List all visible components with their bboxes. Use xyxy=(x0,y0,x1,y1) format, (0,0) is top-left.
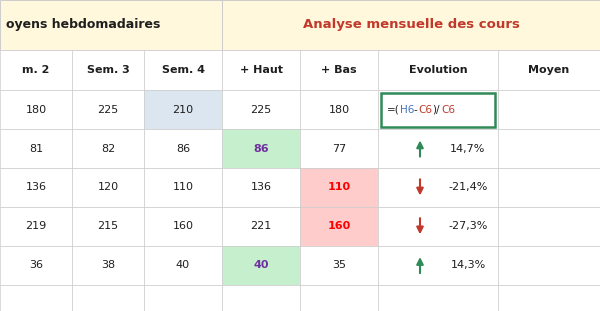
Bar xyxy=(498,168,600,207)
Bar xyxy=(0,50,72,90)
Bar xyxy=(72,129,144,168)
Bar xyxy=(144,207,222,246)
Bar xyxy=(222,207,300,246)
Text: Analyse mensuelle des cours: Analyse mensuelle des cours xyxy=(302,18,520,31)
Text: 225: 225 xyxy=(97,104,119,115)
Bar xyxy=(300,90,378,129)
Bar xyxy=(0,90,72,129)
Bar xyxy=(378,50,498,90)
Bar xyxy=(0,168,72,207)
Bar xyxy=(72,246,144,285)
Bar xyxy=(498,50,600,90)
Text: C6: C6 xyxy=(419,104,433,115)
Text: 40: 40 xyxy=(253,260,269,270)
Bar xyxy=(222,0,600,50)
Bar xyxy=(300,168,378,207)
Text: + Haut: + Haut xyxy=(239,65,283,75)
Bar xyxy=(378,90,498,129)
Text: Moyen: Moyen xyxy=(529,65,569,75)
Bar xyxy=(300,285,378,311)
Text: 36: 36 xyxy=(29,260,43,270)
Bar xyxy=(0,0,222,50)
Bar xyxy=(498,90,600,129)
Bar xyxy=(300,246,378,285)
Text: Sem. 3: Sem. 3 xyxy=(86,65,130,75)
Bar xyxy=(72,90,144,129)
Bar xyxy=(378,246,498,285)
Text: 120: 120 xyxy=(97,182,119,193)
Text: 221: 221 xyxy=(250,221,272,231)
Bar xyxy=(72,50,144,90)
Bar xyxy=(144,129,222,168)
Bar xyxy=(222,90,300,129)
Bar xyxy=(144,90,222,129)
Text: -: - xyxy=(413,104,417,115)
Text: C6: C6 xyxy=(442,104,455,115)
Text: 215: 215 xyxy=(97,221,119,231)
Text: =(: =( xyxy=(387,104,400,115)
Bar xyxy=(222,50,300,90)
Text: 110: 110 xyxy=(173,182,193,193)
Bar xyxy=(381,93,495,127)
Text: 86: 86 xyxy=(253,143,269,154)
Bar xyxy=(378,168,498,207)
Text: Evolution: Evolution xyxy=(409,65,467,75)
Bar xyxy=(0,129,72,168)
Text: m. 2: m. 2 xyxy=(22,65,50,75)
Bar xyxy=(378,129,498,168)
Bar xyxy=(378,285,498,311)
Bar xyxy=(222,285,300,311)
Bar xyxy=(498,285,600,311)
Text: H6: H6 xyxy=(400,104,415,115)
Text: 180: 180 xyxy=(328,104,350,115)
Text: 160: 160 xyxy=(173,221,193,231)
Text: 136: 136 xyxy=(251,182,271,193)
Bar xyxy=(498,129,600,168)
Bar xyxy=(0,246,72,285)
Bar xyxy=(300,50,378,90)
Text: 210: 210 xyxy=(172,104,194,115)
Bar xyxy=(222,168,300,207)
Text: 81: 81 xyxy=(29,143,43,154)
Text: 86: 86 xyxy=(176,143,190,154)
Bar xyxy=(300,207,378,246)
Text: 225: 225 xyxy=(250,104,272,115)
Bar xyxy=(144,285,222,311)
Bar xyxy=(222,129,300,168)
Text: )/: )/ xyxy=(432,104,439,115)
Text: -27,3%: -27,3% xyxy=(448,221,488,231)
Text: 35: 35 xyxy=(332,260,346,270)
Text: -21,4%: -21,4% xyxy=(448,182,488,193)
Bar xyxy=(498,207,600,246)
Bar xyxy=(144,246,222,285)
Text: 40: 40 xyxy=(176,260,190,270)
Text: 160: 160 xyxy=(328,221,350,231)
Bar xyxy=(72,207,144,246)
Bar xyxy=(222,246,300,285)
Text: 82: 82 xyxy=(101,143,115,154)
Bar xyxy=(144,50,222,90)
Text: 219: 219 xyxy=(25,221,47,231)
Text: 14,3%: 14,3% xyxy=(451,260,485,270)
Bar xyxy=(72,168,144,207)
Text: 77: 77 xyxy=(332,143,346,154)
Bar xyxy=(72,285,144,311)
Text: 110: 110 xyxy=(328,182,350,193)
Text: oyens hebdomadaires: oyens hebdomadaires xyxy=(6,18,160,31)
Text: 180: 180 xyxy=(25,104,47,115)
Bar xyxy=(300,129,378,168)
Text: 136: 136 xyxy=(25,182,47,193)
Bar xyxy=(0,207,72,246)
Bar xyxy=(144,168,222,207)
Text: Sem. 4: Sem. 4 xyxy=(161,65,205,75)
Bar xyxy=(0,285,72,311)
Text: + Bas: + Bas xyxy=(321,65,357,75)
Bar xyxy=(378,207,498,246)
Text: 14,7%: 14,7% xyxy=(451,143,485,154)
Text: 38: 38 xyxy=(101,260,115,270)
Bar xyxy=(498,246,600,285)
